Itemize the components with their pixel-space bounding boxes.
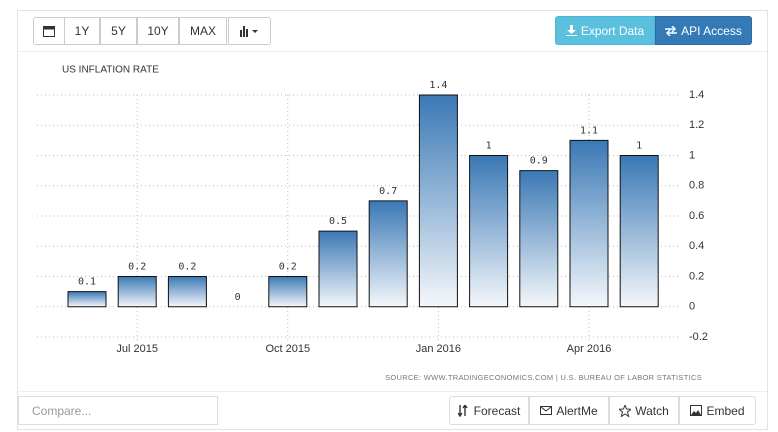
range-button-label: 1Y: [74, 24, 90, 38]
range-button[interactable]: 10Y: [137, 17, 179, 45]
footer-divider: [18, 391, 767, 392]
export-button[interactable]: Export Data: [555, 16, 655, 45]
value-label: 1: [486, 141, 492, 152]
value-label: 0.1: [78, 277, 96, 288]
bar: [368, 200, 408, 308]
bar: [418, 94, 458, 308]
footer-button[interactable]: Forecast: [449, 396, 529, 425]
source: SOURCE: WWW.TRADINGECONOMICS.COM | U.S. …: [385, 373, 702, 382]
bar: [619, 155, 659, 308]
value-label: 0.2: [128, 262, 146, 273]
range-button[interactable]: 5Y: [100, 17, 137, 45]
chart-type-icon: [239, 26, 258, 37]
footer-icon: [457, 404, 468, 417]
download-icon: [565, 25, 577, 36]
api-button[interactable]: API Access: [655, 16, 752, 45]
panel: [17, 10, 768, 430]
compare-placeholder: Compare...: [32, 403, 92, 418]
bar: [268, 276, 308, 308]
bar: [569, 139, 609, 308]
bar: [469, 155, 509, 308]
value-label: 0: [235, 292, 241, 303]
y-tick-label: 1.4: [689, 89, 704, 101]
bar: [167, 276, 207, 308]
y-tick-label: 1: [689, 149, 695, 161]
x-tick-label: Apr 2016: [567, 343, 612, 355]
calendar-button[interactable]: [33, 17, 65, 45]
bar: [67, 291, 107, 308]
y-tick-label: 0.4: [689, 240, 704, 252]
y-tick-label: 0.2: [689, 270, 704, 282]
chart-title: US INFLATION RATE: [62, 65, 159, 76]
y-tick-label: 0.8: [689, 180, 704, 192]
footer-icon: [619, 404, 632, 417]
y-tick-label: 1.2: [689, 119, 704, 131]
x-tick-label: Oct 2015: [265, 343, 310, 355]
x-tick-label: Jan 2016: [416, 343, 461, 355]
range-button[interactable]: 1Y: [64, 17, 100, 45]
range-button-label: 10Y: [147, 24, 169, 38]
footer-icon: [540, 405, 553, 415]
bar: [519, 170, 559, 308]
range-button-label: MAX: [189, 24, 216, 38]
chart-type-button[interactable]: [228, 17, 271, 45]
value-label: 0.5: [329, 216, 347, 227]
range-button[interactable]: MAX: [179, 17, 227, 45]
range-button-label: 5Y: [111, 24, 126, 38]
y-tick-label: 0: [689, 301, 695, 313]
value-label: 1.4: [429, 80, 447, 91]
y-tick-label: 0.6: [689, 210, 704, 222]
value-label: 0.7: [379, 186, 397, 197]
footer-button-label: Watch: [635, 403, 669, 418]
value-label: 1.1: [580, 125, 598, 136]
value-label: 0.2: [279, 262, 297, 273]
x-tick-label: Jul 2015: [116, 343, 158, 355]
footer-icon: [690, 404, 703, 416]
swap-icon: [665, 25, 678, 36]
footer-button[interactable]: Watch: [609, 396, 679, 425]
bar: [318, 230, 358, 308]
footer-button[interactable]: Embed: [679, 396, 756, 425]
bar: [117, 276, 157, 308]
export-label: Export Data: [580, 23, 645, 38]
api-label: API Access: [681, 23, 742, 38]
footer-button-label: AlertMe: [556, 403, 598, 418]
value-label: 0.9: [530, 156, 548, 167]
compare-input[interactable]: Compare...: [18, 396, 218, 425]
value-label: 1: [636, 141, 642, 152]
value-label: 0.2: [178, 262, 196, 273]
y-tick-label: -0.2: [689, 331, 708, 343]
toolbar-divider: [18, 51, 767, 52]
footer-button-label: Forecast: [473, 403, 521, 418]
footer-button[interactable]: AlertMe: [529, 396, 609, 425]
footer-button-label: Embed: [706, 403, 745, 418]
calendar-icon: [43, 26, 55, 37]
